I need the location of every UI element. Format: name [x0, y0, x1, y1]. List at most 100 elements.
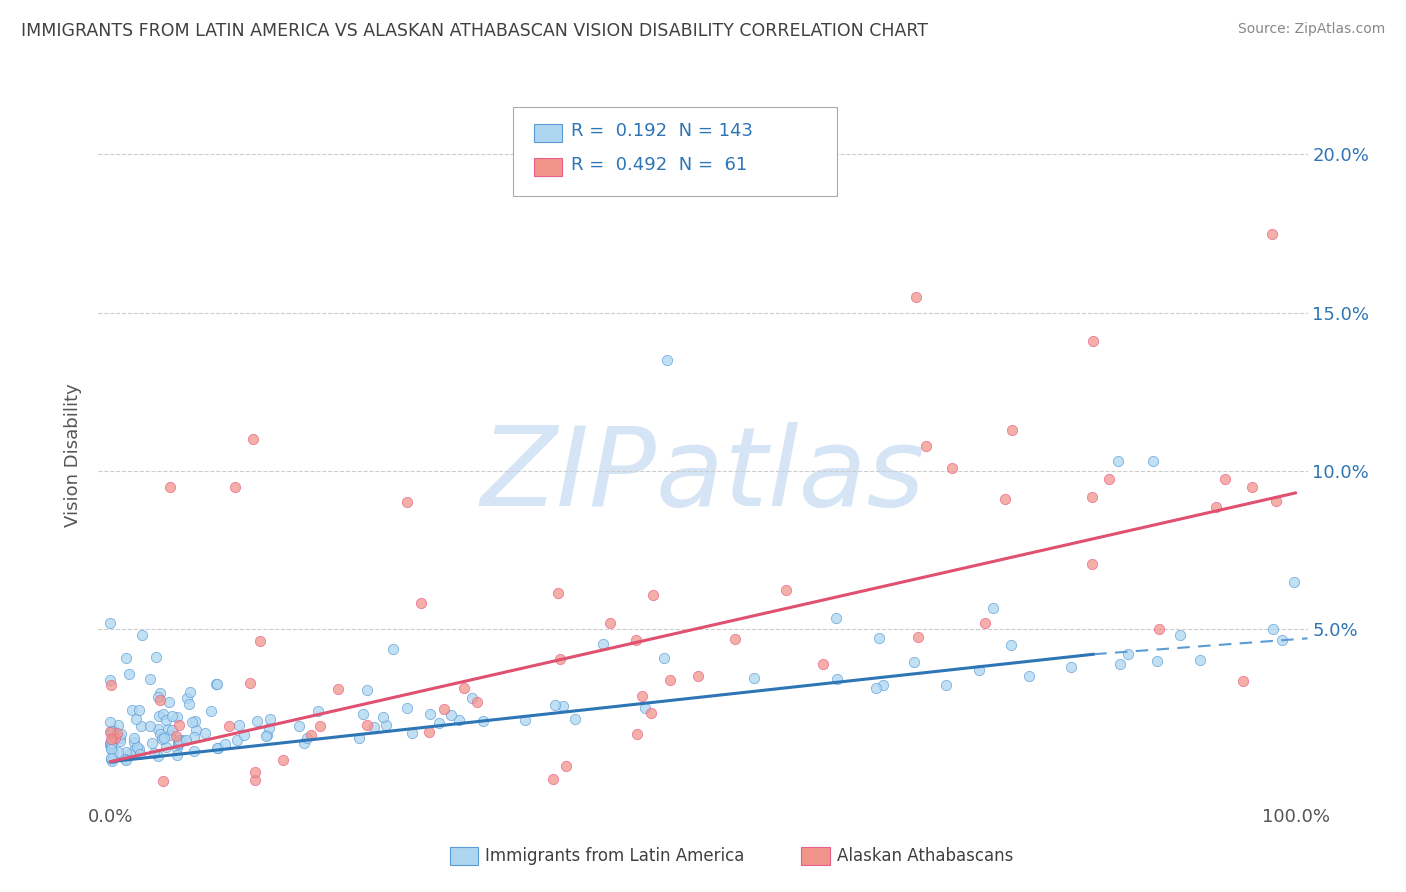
Text: R =  0.192  N = 143: R = 0.192 N = 143: [571, 122, 752, 140]
Point: [179, 698, 201, 712]
Point: [194, 726, 217, 740]
Point: [152, 773, 174, 788]
Point: [100, 736, 122, 750]
Point: [427, 715, 450, 730]
Point: [122, 735, 145, 749]
Point: [214, 737, 236, 751]
Point: [352, 707, 374, 722]
Point: [167, 737, 190, 751]
Point: [146, 723, 169, 737]
Point: [259, 721, 281, 735]
Point: [184, 714, 207, 728]
Point: [232, 728, 254, 742]
Point: [149, 727, 172, 741]
Point: [382, 642, 405, 657]
Point: [166, 741, 188, 756]
Point: [100, 754, 122, 768]
Point: [356, 717, 378, 731]
Point: [107, 746, 129, 760]
Point: [179, 684, 201, 698]
Point: [166, 710, 188, 724]
Point: [1108, 657, 1130, 671]
Point: [100, 741, 122, 756]
Point: [139, 719, 162, 733]
Point: [592, 637, 614, 651]
Point: [155, 714, 177, 728]
Point: [1000, 638, 1022, 652]
Point: [905, 290, 928, 304]
Point: [169, 736, 191, 750]
Point: [657, 353, 679, 368]
Point: [249, 634, 271, 648]
Point: [1215, 472, 1237, 486]
Point: [115, 745, 138, 759]
Point: [100, 752, 122, 766]
Point: [981, 601, 1004, 615]
Point: [176, 690, 198, 705]
Point: [186, 723, 208, 737]
Point: [100, 738, 122, 752]
Point: [114, 752, 136, 766]
Point: [153, 731, 176, 745]
Point: [183, 744, 205, 758]
Point: [640, 706, 662, 720]
Point: [1118, 647, 1140, 661]
Point: [100, 740, 122, 755]
Point: [915, 439, 938, 453]
Point: [903, 655, 925, 669]
Point: [170, 733, 193, 747]
Point: [100, 673, 122, 688]
Point: [122, 731, 145, 746]
Point: [825, 673, 848, 687]
Point: [401, 726, 423, 740]
Point: [100, 751, 122, 765]
Point: [544, 698, 567, 713]
Point: [1107, 454, 1129, 468]
Point: [169, 718, 191, 732]
Point: [825, 611, 848, 625]
Point: [110, 731, 132, 745]
Point: [160, 723, 183, 737]
Point: [742, 672, 765, 686]
Point: [101, 730, 124, 744]
Point: [453, 681, 475, 695]
Point: [107, 718, 129, 732]
Point: [1232, 674, 1254, 689]
Point: [150, 730, 173, 744]
Point: [256, 728, 278, 742]
Point: [1261, 227, 1284, 241]
Point: [246, 714, 269, 728]
Point: [149, 685, 172, 699]
Point: [349, 731, 371, 745]
Point: [169, 732, 191, 747]
Point: [547, 585, 569, 599]
Text: ZIPatlas: ZIPatlas: [481, 422, 925, 529]
Point: [100, 723, 122, 738]
Point: [1001, 423, 1024, 437]
Point: [418, 724, 440, 739]
Point: [165, 730, 187, 744]
Point: [973, 615, 995, 630]
Y-axis label: Vision Disability: Vision Disability: [65, 383, 83, 527]
Point: [907, 630, 929, 644]
Point: [1284, 575, 1306, 590]
Point: [245, 764, 267, 779]
Point: [183, 730, 205, 744]
Point: [121, 703, 143, 717]
Point: [375, 717, 398, 731]
Point: [108, 734, 131, 748]
Text: R =  0.492  N =  61: R = 0.492 N = 61: [571, 156, 747, 174]
Point: [114, 753, 136, 767]
Point: [115, 650, 138, 665]
Point: [174, 732, 197, 747]
Point: [309, 719, 332, 733]
Point: [287, 719, 309, 733]
Point: [1142, 454, 1164, 468]
Point: [396, 701, 419, 715]
Point: [1168, 628, 1191, 642]
Point: [148, 749, 170, 764]
Point: [148, 690, 170, 704]
Point: [101, 736, 124, 750]
Point: [1146, 654, 1168, 668]
Point: [626, 727, 648, 741]
